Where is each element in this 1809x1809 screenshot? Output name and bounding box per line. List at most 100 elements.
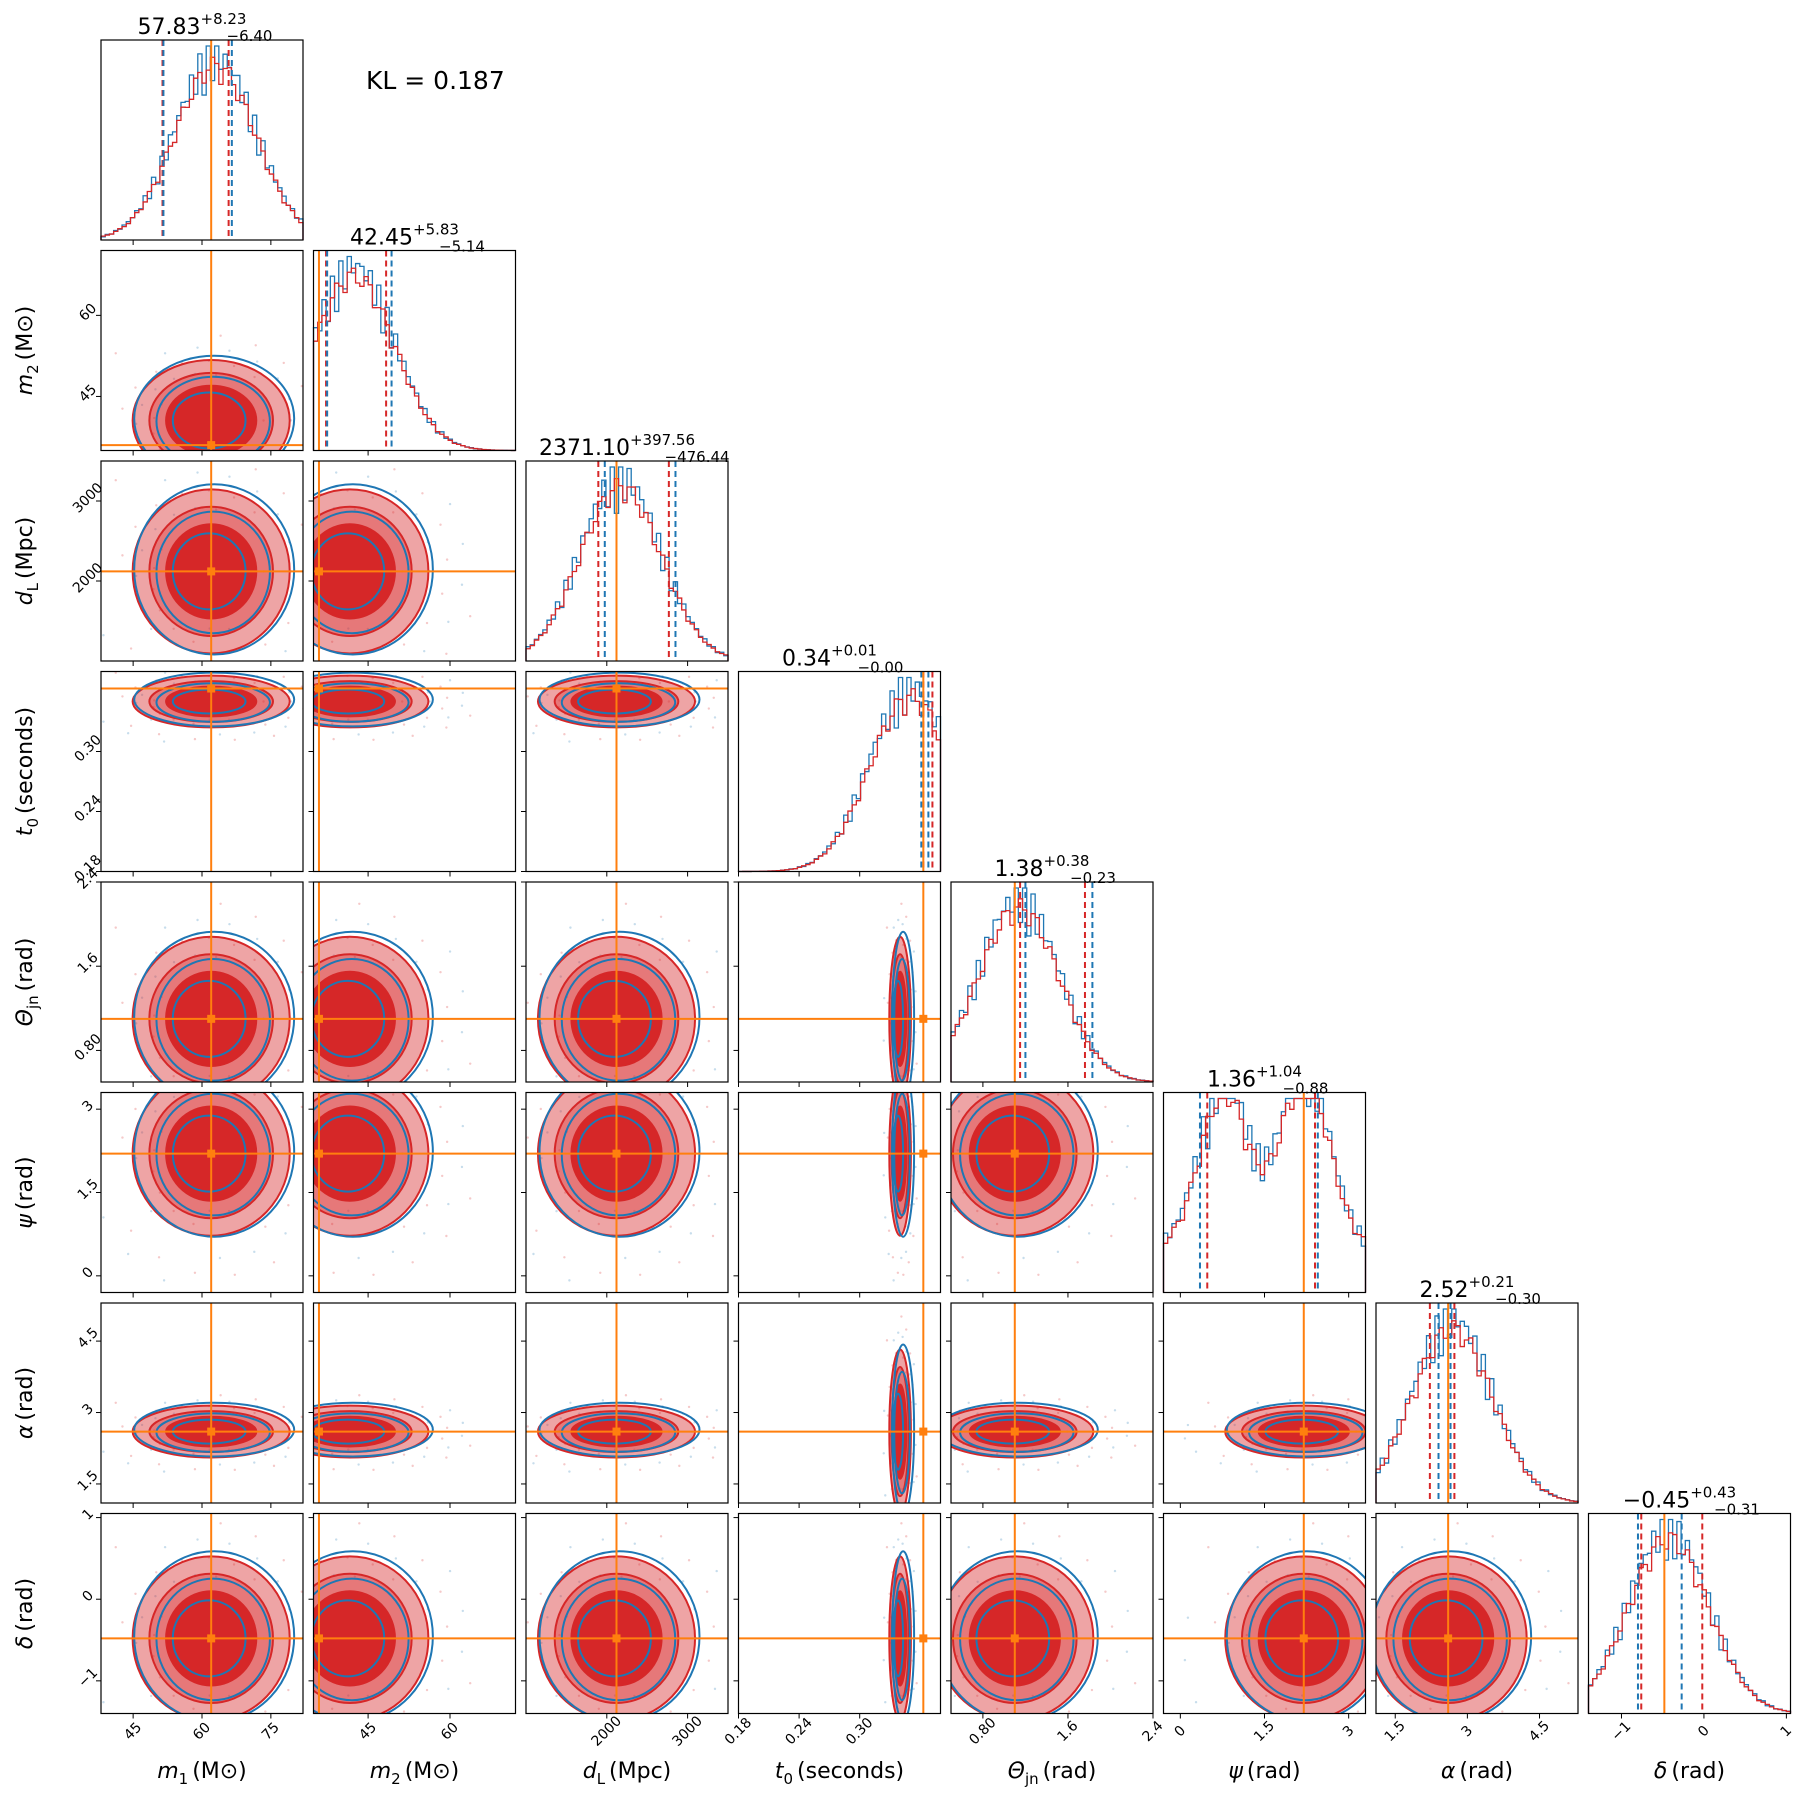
sample-point [154,527,157,531]
sample-point [625,664,627,666]
sample-point [884,1701,887,1704]
sample-point [134,525,137,528]
sample-point [925,1425,927,1427]
sample-point [228,349,231,352]
sample-point [1356,1453,1360,1456]
sample-point [882,1131,886,1135]
sample-point [959,1086,961,1088]
sample-point [1416,1422,1418,1424]
sample-point [282,939,285,942]
sample-point [1347,1535,1350,1538]
sample-point [306,1456,308,1458]
sample-point [233,1273,237,1276]
sample-point [888,1095,890,1097]
sample-point [532,1118,534,1120]
sample-point [535,1714,537,1716]
sample-point [546,1131,549,1134]
sample-point [439,1105,442,1109]
param-title-lower-3: −0.00 [858,659,904,677]
sample-point [915,1682,918,1685]
sample-point [1389,1633,1393,1637]
sample-point [310,1570,312,1572]
sample-point [308,1688,310,1690]
sample-point [392,1411,395,1415]
sample-point [1105,1659,1109,1662]
sample-point [264,1225,267,1228]
x-tick-label: 45 [121,1720,145,1744]
sample-point [91,707,93,709]
sample-point [289,1695,291,1697]
param-title-6: 2.52+0.21 [1420,1273,1515,1303]
sample-point [358,664,360,666]
panel-3-1 [266,664,517,877]
panel-2-2: 2371.10+397.56−476.44 [525,431,730,666]
sample-point [1519,1559,1522,1562]
sample-point [157,1256,161,1259]
sample-point [705,1590,709,1593]
sample-point [366,1694,369,1698]
sample-point [915,1197,918,1200]
sample-point [678,1464,681,1468]
sample-point [411,734,414,738]
sample-point [1126,1124,1129,1128]
sample-point [461,691,465,695]
sample-point [393,1535,396,1538]
panel-6-5 [1158,1302,1418,1508]
sample-point [293,1595,295,1597]
sample-point [882,1174,885,1177]
sample-point [172,377,176,380]
sample-point [294,679,296,681]
sample-point [914,1402,917,1406]
sample-point [158,1741,160,1743]
sample-point [713,1202,717,1206]
sample-point [563,1256,566,1259]
contour-blue-outer [133,1092,296,1238]
sample-point [599,737,602,741]
sample-point [266,732,268,734]
sample-point [1112,1202,1115,1206]
sample-point [152,1035,155,1038]
sample-point [214,955,218,959]
panel-frame [525,1512,729,1715]
sample-point [620,955,623,959]
sample-point [154,975,157,978]
sample-point [461,542,465,546]
sample-point [520,1546,522,1548]
sample-point [287,1069,290,1072]
sample-point [253,1735,255,1737]
x-tick-label: 0.18 [722,1715,755,1748]
sample-point [172,462,174,464]
sample-point [134,973,137,976]
sample-point [1067,1225,1071,1228]
sample-point [330,640,334,643]
panel-frame [737,670,942,873]
sample-point [394,937,398,941]
y-axis-label-2: dL(Mpc) [13,517,42,606]
sample-point [192,1707,195,1710]
sample-point [1023,1394,1026,1397]
sample-point [130,476,132,478]
sample-point [447,1446,450,1449]
sample-point [297,674,299,676]
sample-point [1381,1421,1383,1423]
sample-point [357,1256,360,1260]
panel-3-2 [521,664,729,877]
sample-point [555,1209,558,1213]
histogram-blue-4 [950,887,1154,1082]
sample-point [228,462,230,464]
sample-point [1233,1423,1236,1427]
y-tick-label: 1.5 [75,1468,102,1495]
x-tick-label: 60 [438,1720,462,1744]
sample-point [1544,1625,1547,1628]
sample-point [460,704,464,707]
sample-point [568,1470,571,1473]
sample-point [121,407,124,410]
contour-blue-outer [538,930,701,1082]
param-title-lower-0: −6.40 [227,27,273,45]
truth-marker [1299,1427,1308,1436]
sample-point [294,504,296,506]
sample-point [499,1616,501,1618]
sample-point [1104,1415,1107,1419]
sample-point [134,574,138,578]
sample-point [968,1061,970,1063]
